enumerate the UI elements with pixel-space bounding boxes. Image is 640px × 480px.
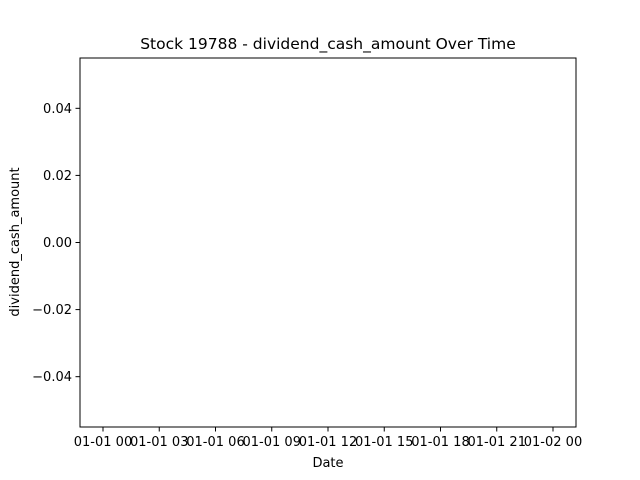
- x-tick-label: 01-01 03: [130, 435, 188, 450]
- x-tick-label: 01-01 18: [411, 435, 469, 450]
- x-tick-label: 01-01 15: [355, 435, 413, 450]
- x-tick-label: 01-01 09: [243, 435, 301, 450]
- plot-frame: [79, 57, 577, 428]
- x-axis-label: Date: [312, 456, 343, 471]
- y-axis-label: dividend_cash_amount: [8, 167, 23, 316]
- x-tick-label: 01-01 06: [186, 435, 244, 450]
- y-tick-label: −0.02: [32, 303, 72, 318]
- y-tick-label: 0.00: [43, 236, 72, 251]
- y-tick-label: −0.04: [32, 370, 72, 385]
- x-tick-label: 01-01 12: [299, 435, 357, 450]
- y-tick-label: 0.04: [43, 102, 72, 117]
- x-tick-label: 01-01 21: [468, 435, 526, 450]
- y-tick-label: 0.02: [43, 169, 72, 184]
- x-tick-label: 01-02 00: [524, 435, 582, 450]
- y-axis: 0.04 0.02 0.00 −0.02 −0.04: [32, 102, 80, 385]
- x-tick-label: 01-01 00: [74, 435, 132, 450]
- chart-title: Stock 19788 - dividend_cash_amount Over …: [140, 35, 516, 54]
